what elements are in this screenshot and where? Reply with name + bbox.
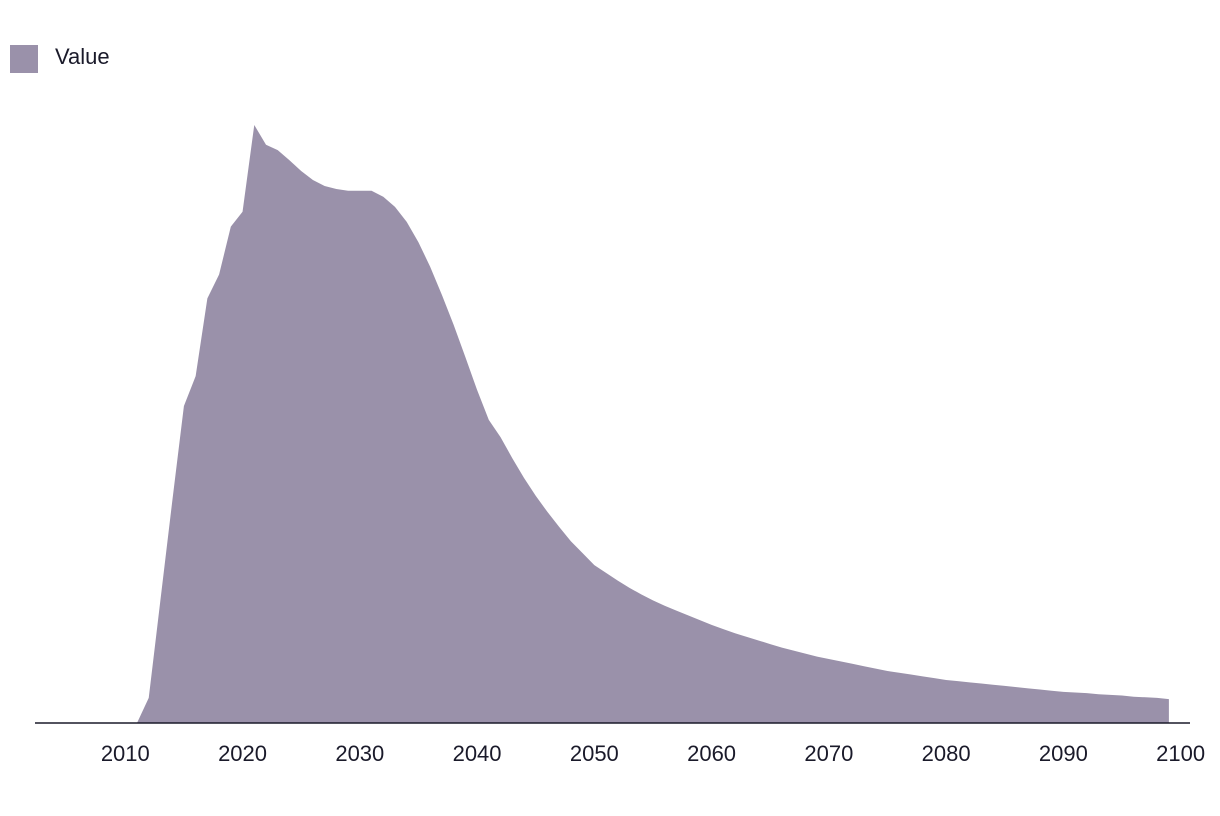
x-tick-label: 2100	[1156, 741, 1205, 766]
x-tick-label: 2050	[570, 741, 619, 766]
legend-swatch	[10, 45, 38, 73]
x-tick-label: 2030	[335, 741, 384, 766]
x-tick-label: 2060	[687, 741, 736, 766]
watermark: GlobalData	[494, 383, 727, 432]
legend-label: Value	[55, 44, 110, 69]
x-tick-label: 2080	[922, 741, 971, 766]
area	[137, 125, 1169, 723]
x-tick-label: 2090	[1039, 741, 1088, 766]
x-tick-label: 2010	[101, 741, 150, 766]
x-tick-label: 2040	[453, 741, 502, 766]
x-tick-label: 2070	[804, 741, 853, 766]
x-tick-label: 2020	[218, 741, 267, 766]
